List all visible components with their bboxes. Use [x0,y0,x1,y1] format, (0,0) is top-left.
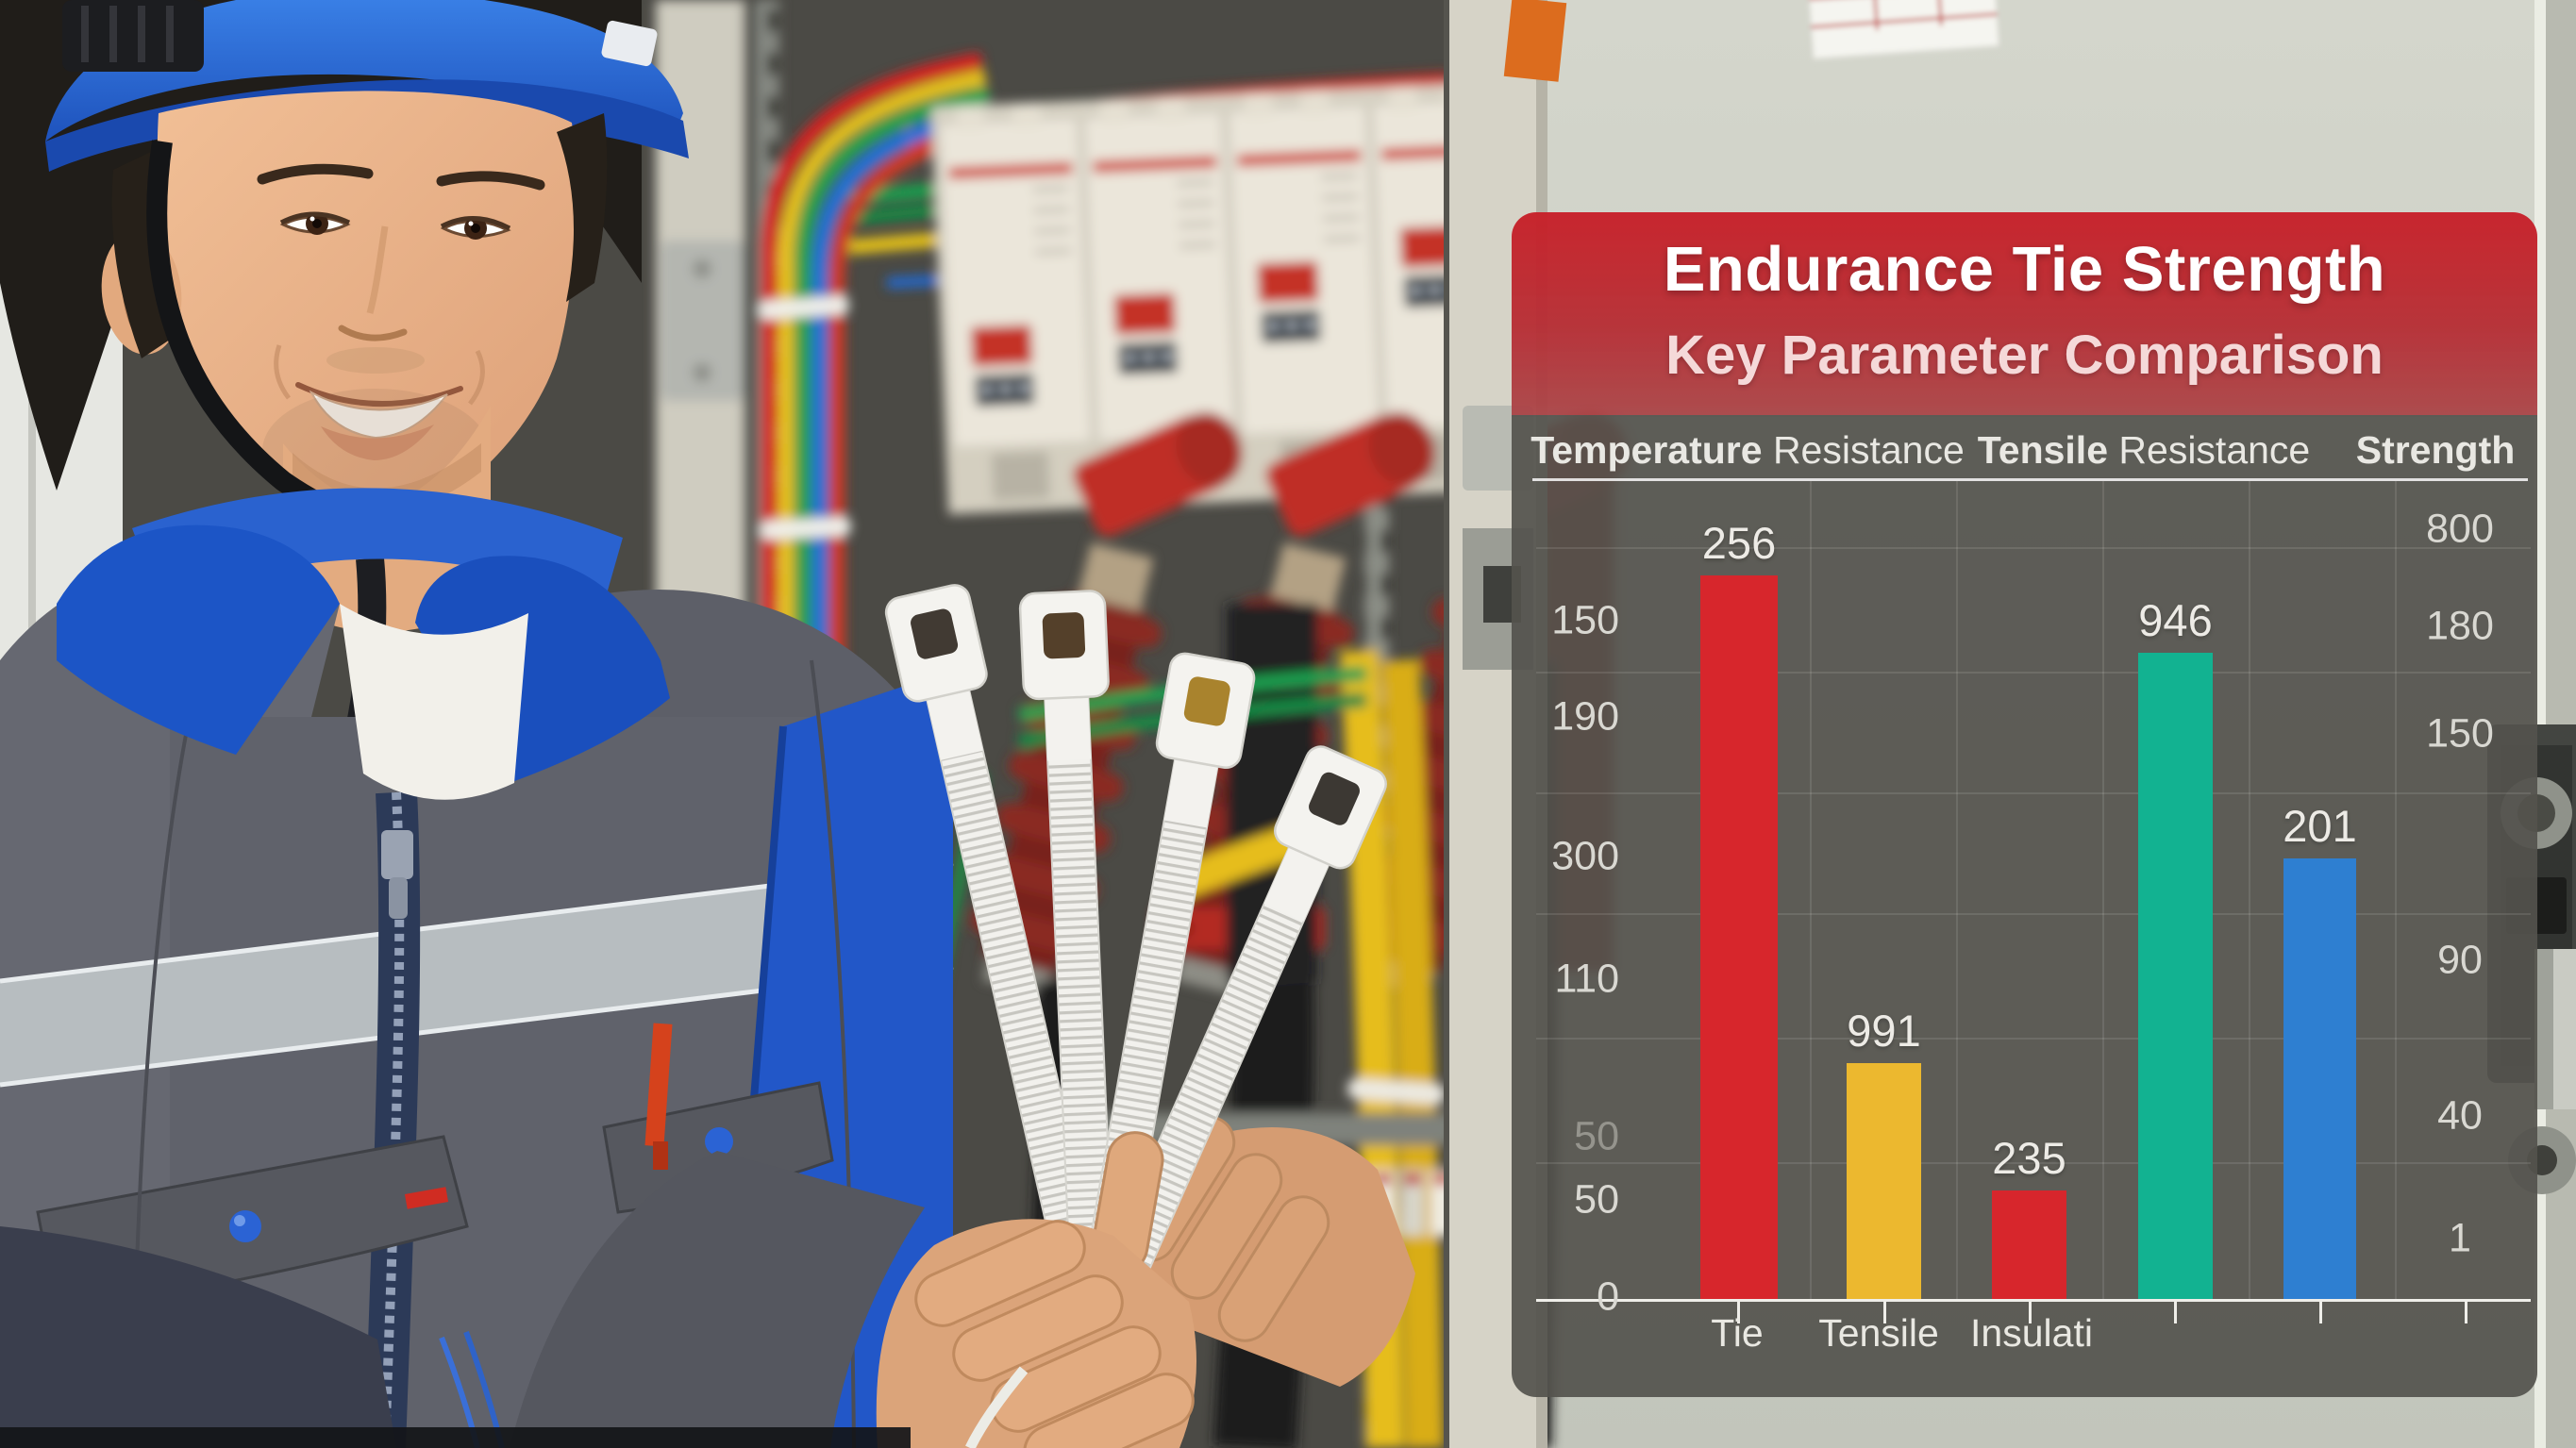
reflective-stripe [0,863,953,1085]
chart-subtitle: Key Parameter Comparison [1665,325,2384,386]
bar-value-label: 235 [1992,1133,2066,1183]
bar-value-label: 946 [2138,595,2213,645]
left-axis-tick-label: 50 [1574,1113,1619,1159]
paper-label [1805,0,2001,60]
x-axis-category-label: Tensile [1818,1311,1939,1355]
gridline-horizontal [1536,913,2531,915]
face [101,91,608,632]
left-axis-tick-label: 300 [1551,833,1619,879]
right-axis-tick-label: 800 [2426,506,2494,552]
cable-tie [1018,590,1118,1342]
bar-value-label: 991 [1847,1006,1921,1056]
gridline-horizontal [1536,792,2531,794]
work-jacket [0,488,954,1448]
chart-bar [2283,858,2356,1299]
chart-bar [2138,653,2213,1299]
right-axis-tick-label: 1 [2449,1215,2471,1261]
chart-plot-area: Temperature Resistance Tensile Resistance… [1512,415,2537,1397]
red-zip-accent [644,1023,673,1147]
x-axis-tick [2174,1301,2177,1323]
x-axis-tick [1737,1301,1740,1323]
sleeve [510,1151,925,1448]
column-header: Strength [2355,428,2516,472]
collar [132,488,623,604]
gridline-horizontal [1536,1038,2531,1040]
x-axis-line [1536,1299,2531,1302]
x-axis-category-label: Tie [1711,1311,1764,1355]
bar-value-label: 256 [1701,518,1777,568]
hands-with-cable-ties [0,584,1415,1448]
right-axis-tick-label: 40 [2437,1092,2483,1139]
column-header: Temperature Resistance [1531,428,1965,472]
tie-tail [965,1366,1029,1448]
gridline-vertical [2249,481,2250,1299]
left-axis-tick-label: 150 [1551,597,1619,643]
gridline-vertical [1810,481,1812,1299]
hinge [661,241,744,401]
hard-hat [45,0,689,172]
left-axis-tick-label: 110 [1554,956,1619,1002]
header-underline [1532,478,2528,481]
gridline-vertical [2102,481,2104,1299]
gridline-horizontal [1536,672,2531,674]
chart-bar [1992,1190,2066,1299]
x-axis-category-label: Insulati [1970,1311,2093,1355]
chart-title: Endurance Tie Strength [1663,234,2386,305]
t-shirt [340,604,528,800]
chart-bar [1700,575,1778,1299]
gridline-vertical [1956,481,1958,1299]
x-axis-tick [2029,1301,2032,1323]
left-axis-tick-label: 190 [1551,693,1619,740]
gridline-horizontal [1536,547,2531,549]
x-axis-tick [2319,1301,2322,1323]
gridline-horizontal [1536,1162,2531,1164]
left-axis-tick-label: 0 [1597,1273,1619,1320]
bar-value-label: 201 [2283,801,2357,851]
x-axis-tick [2465,1301,2467,1323]
chart-bar [1847,1063,1921,1299]
worker [0,0,954,1448]
left-axis-tick-label: 50 [1574,1176,1619,1223]
column-header: Tensile Resistance [1977,428,2311,472]
x-axis-tick [1883,1301,1886,1323]
right-axis-tick-label: 180 [2426,603,2494,649]
right-axis-tick-label: 90 [2437,937,2483,983]
gridline-vertical [2395,481,2397,1299]
chart-header: Endurance Tie Strength Key Parameter Com… [1512,212,2537,415]
comparison-chart-overlay: Endurance Tie Strength Key Parameter Com… [1512,212,2537,1397]
right-axis-tick-label: 150 [2426,710,2494,757]
